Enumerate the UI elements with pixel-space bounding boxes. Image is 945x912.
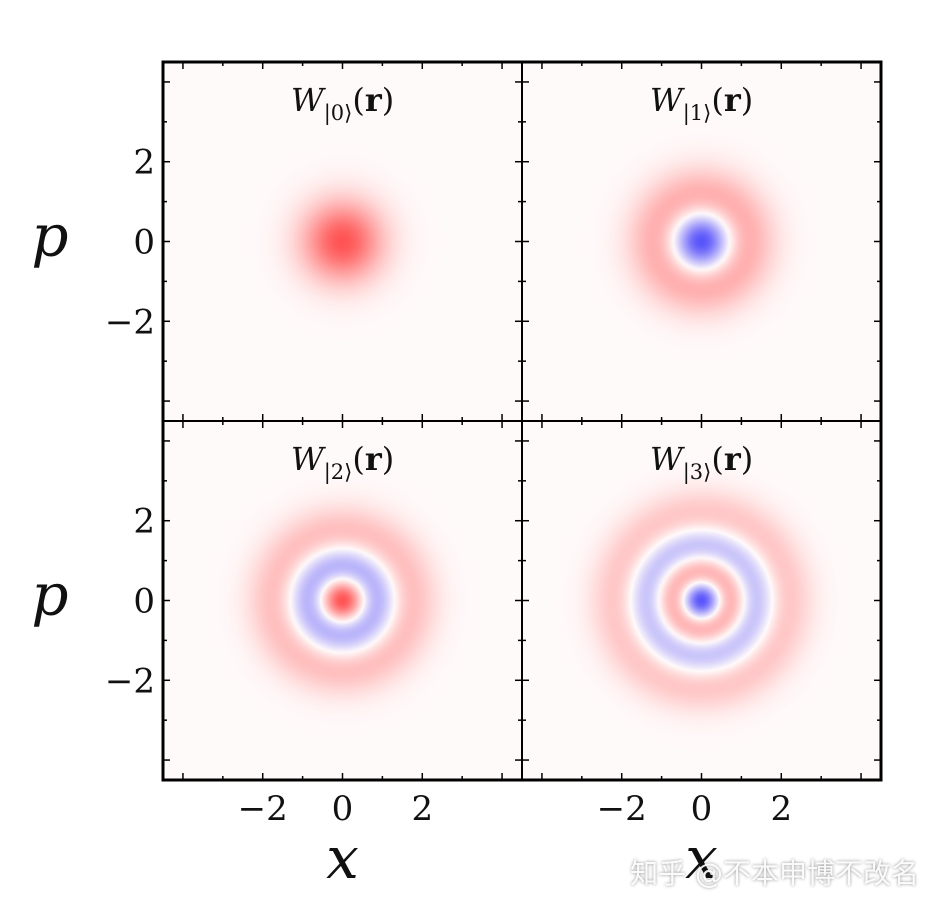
y-axis-label: p — [31, 561, 68, 629]
x-tick-label: 0 — [691, 789, 713, 829]
y-axis-label: p — [31, 202, 68, 270]
y-tick-label: 2 — [133, 502, 155, 542]
x-tick-label: −2 — [597, 789, 647, 829]
panel-tint-3 — [522, 421, 881, 780]
panel-tint-2 — [163, 421, 522, 780]
x-tick-label: 0 — [332, 789, 354, 829]
panel-title-1: W|1⟩(r) — [650, 81, 753, 126]
y-tick-label: −2 — [105, 661, 155, 701]
y-tick-label: −2 — [105, 302, 155, 342]
heatmap-panel-3 — [522, 421, 881, 780]
heatmap-panel-0 — [163, 62, 522, 421]
y-tick-label: 0 — [133, 582, 155, 622]
x-tick-label: −2 — [238, 789, 288, 829]
heatmap-panel-2 — [163, 421, 522, 780]
panel-tint-0 — [163, 62, 522, 421]
y-tick-label: 2 — [133, 143, 155, 183]
x-tick-label: 2 — [770, 789, 792, 829]
heatmap-panel-1 — [522, 62, 881, 421]
panel-title-2: W|2⟩(r) — [291, 440, 394, 485]
y-tick-label: 0 — [133, 223, 155, 263]
panel-title-3: W|3⟩(r) — [650, 440, 753, 485]
panel-title-0: W|0⟩(r) — [291, 81, 394, 126]
x-axis-label: x — [326, 824, 359, 892]
watermark: 知乎 @不本申博不改名 — [630, 857, 919, 890]
panel-tint-1 — [522, 62, 881, 421]
x-axis-label: x — [685, 824, 718, 892]
x-tick-label: 2 — [411, 789, 433, 829]
